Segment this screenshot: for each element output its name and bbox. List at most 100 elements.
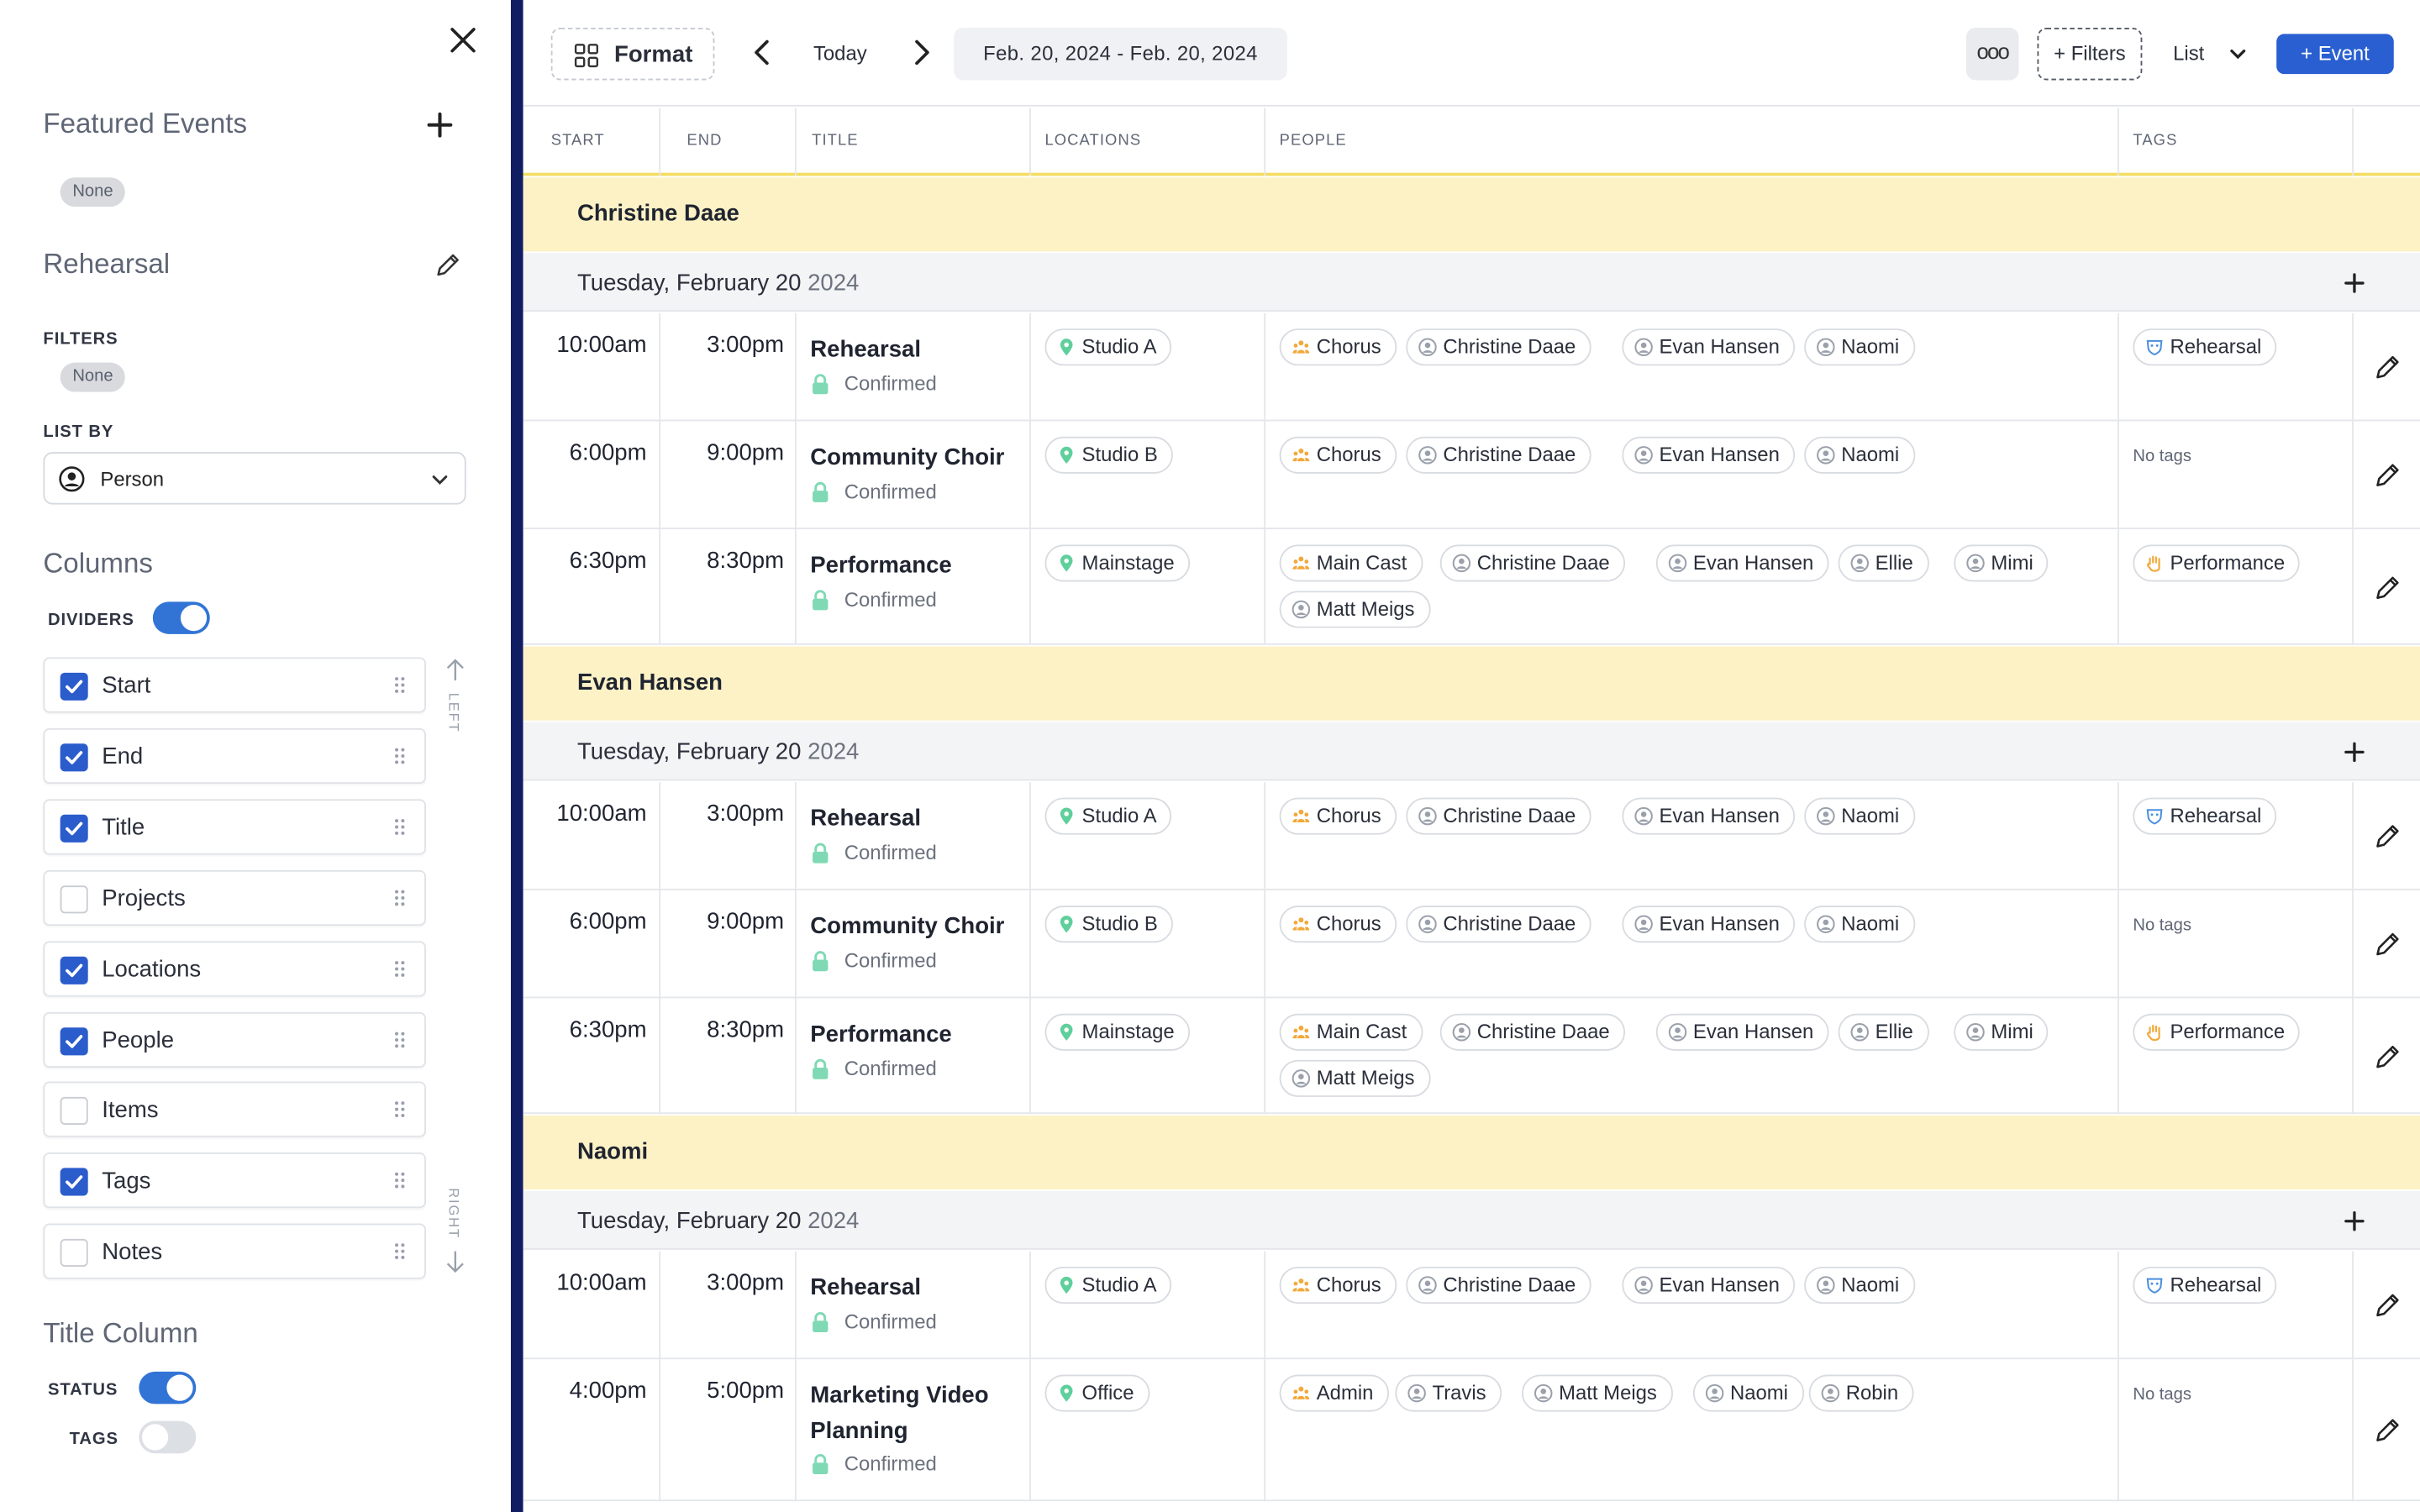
checkbox-checked[interactable]	[60, 1027, 88, 1056]
add-event-icon[interactable]	[2344, 742, 2365, 763]
tag-chip[interactable]: Performance	[2133, 1013, 2301, 1051]
person-chip[interactable]: Robin	[1808, 1374, 1914, 1412]
format-button[interactable]: Format	[550, 28, 715, 81]
event-title[interactable]: Rehearsal	[810, 336, 922, 363]
add-featured-event-icon[interactable]	[426, 111, 454, 139]
table-row[interactable]: 10:00am 3:00pm Rehearsal Confirmed Studio A C…	[523, 1251, 2420, 1360]
checkbox-checked[interactable]	[60, 956, 88, 984]
add-event-icon[interactable]	[2344, 273, 2365, 293]
tag-chip[interactable]: Rehearsal	[2133, 1266, 2277, 1305]
person-chip[interactable]: Mimi	[1954, 544, 2049, 582]
edit-event-icon[interactable]	[2374, 574, 2402, 601]
drag-handle-icon[interactable]	[393, 1171, 406, 1189]
person-chip[interactable]: Naomi	[1804, 797, 1915, 835]
location-chip[interactable]: Studio B	[1044, 906, 1174, 943]
column-option-notes[interactable]: Notes	[43, 1223, 426, 1279]
person-chip[interactable]: Christine Daae	[1406, 797, 1591, 835]
drag-handle-icon[interactable]	[393, 675, 406, 694]
drag-handle-icon[interactable]	[393, 889, 406, 907]
person-chip[interactable]: Evan Hansen	[1622, 1266, 1796, 1305]
location-chip[interactable]: Office	[1044, 1374, 1150, 1412]
edit-view-name-icon[interactable]	[434, 251, 461, 279]
person-chip[interactable]: Evan Hansen	[1622, 797, 1796, 835]
edit-event-icon[interactable]	[2374, 1291, 2402, 1319]
location-chip[interactable]: Mainstage	[1044, 544, 1191, 582]
column-option-items[interactable]: Items	[43, 1081, 426, 1137]
checkbox-unchecked[interactable]	[60, 885, 88, 914]
table-row[interactable]: 10:00am 3:00pm Rehearsal Confirmed Studio A C…	[523, 782, 2420, 890]
column-option-people[interactable]: People	[43, 1011, 426, 1068]
table-row[interactable]: 6:00pm 9:00pm Community Choir Confirmed Stud…	[523, 421, 2420, 530]
edit-event-icon[interactable]	[2374, 461, 2402, 489]
person-chip[interactable]: Ellie	[1838, 544, 1929, 582]
list-by-select[interactable]: Person	[43, 452, 466, 505]
group-chip[interactable]: Chorus	[1279, 436, 1397, 474]
group-chip[interactable]: Chorus	[1279, 906, 1397, 943]
person-chip[interactable]: Naomi	[1692, 1374, 1804, 1412]
group-chip[interactable]: Main Cast	[1279, 1013, 1423, 1051]
person-chip[interactable]: Christine Daae	[1406, 328, 1591, 366]
dividers-toggle[interactable]	[152, 601, 210, 634]
person-chip[interactable]: Evan Hansen	[1622, 906, 1796, 943]
table-row[interactable]: 6:00pm 9:00pm Community Choir Confirmed Stud…	[523, 890, 2420, 999]
person-chip[interactable]: Matt Meigs	[1279, 1059, 1430, 1097]
location-chip[interactable]: Studio A	[1044, 797, 1172, 835]
column-option-end[interactable]: End	[43, 727, 426, 785]
person-chip[interactable]: Christine Daae	[1406, 1266, 1591, 1305]
column-header-people[interactable]: PEOPLE	[1279, 132, 1347, 150]
group-chip[interactable]: Admin	[1279, 1374, 1389, 1412]
column-header-tags[interactable]: TAGS	[2133, 132, 2178, 150]
event-title[interactable]: Performance	[810, 1021, 952, 1048]
person-chip[interactable]: Evan Hansen	[1655, 544, 1829, 582]
person-chip[interactable]: Naomi	[1804, 436, 1915, 474]
chevron-left-icon[interactable]	[750, 39, 775, 66]
person-chip[interactable]: Christine Daae	[1439, 1013, 1626, 1051]
person-chip[interactable]: Evan Hansen	[1622, 436, 1796, 474]
event-title[interactable]: Marketing Video Planning	[810, 1382, 989, 1445]
person-chip[interactable]: Matt Meigs	[1522, 1374, 1673, 1412]
tag-chip[interactable]: Rehearsal	[2133, 328, 2277, 366]
date-range-button[interactable]: Feb. 20, 2024 - Feb. 20, 2024	[954, 28, 1287, 81]
checkbox-unchecked[interactable]	[60, 1096, 88, 1125]
column-header-locations[interactable]: LOCATIONS	[1044, 132, 1142, 150]
person-chip[interactable]: Naomi	[1804, 906, 1915, 943]
checkbox-checked[interactable]	[60, 1168, 88, 1196]
location-chip[interactable]: Studio A	[1044, 328, 1172, 366]
event-title[interactable]: Rehearsal	[810, 1274, 922, 1301]
edit-event-icon[interactable]	[2374, 1043, 2402, 1071]
person-chip[interactable]: Christine Daae	[1406, 906, 1591, 943]
event-title[interactable]: Performance	[810, 552, 952, 579]
drag-handle-icon[interactable]	[393, 817, 406, 836]
view-mode-dropdown[interactable]: List	[2173, 42, 2246, 65]
column-option-locations[interactable]: Locations	[43, 941, 426, 997]
tag-chip[interactable]: Rehearsal	[2133, 797, 2277, 835]
column-option-projects[interactable]: Projects	[43, 869, 426, 927]
close-icon[interactable]	[445, 22, 481, 59]
event-title[interactable]: Community Choir	[810, 913, 1005, 940]
more-options-button[interactable]: ooo	[1966, 28, 2019, 81]
add-event-icon[interactable]	[2344, 1211, 2365, 1231]
group-chip[interactable]: Chorus	[1279, 797, 1397, 835]
column-option-title[interactable]: Title	[43, 799, 426, 855]
person-chip[interactable]: Travis	[1395, 1374, 1502, 1412]
chevron-right-icon[interactable]	[909, 39, 934, 66]
drag-handle-icon[interactable]	[393, 1242, 406, 1261]
column-option-start[interactable]: Start	[43, 657, 426, 713]
column-option-tags[interactable]: Tags	[43, 1152, 426, 1209]
table-row[interactable]: 6:30pm 8:30pm Performance Confirmed Mainstag…	[523, 998, 2420, 1115]
today-button[interactable]: Today	[813, 41, 867, 66]
table-row[interactable]: 4:00pm 5:00pm Marketing Video Planning Conf…	[523, 1359, 2420, 1502]
location-chip[interactable]: Studio B	[1044, 436, 1174, 474]
column-header-title[interactable]: TITLE	[812, 132, 859, 150]
person-chip[interactable]: Christine Daae	[1406, 436, 1591, 474]
table-row[interactable]: 6:30pm 8:30pm Performance Confirmed Mainstag…	[523, 529, 2420, 645]
status-toggle[interactable]	[139, 1371, 197, 1404]
person-chip[interactable]: Evan Hansen	[1622, 328, 1796, 366]
checkbox-unchecked[interactable]	[60, 1238, 88, 1267]
group-chip[interactable]: Chorus	[1279, 328, 1397, 366]
edit-event-icon[interactable]	[2374, 931, 2402, 958]
drag-handle-icon[interactable]	[393, 1100, 406, 1119]
tags-toggle[interactable]	[139, 1420, 197, 1454]
table-row[interactable]: 10:00am 3:00pm Rehearsal Confirmed Studio A C…	[523, 312, 2420, 422]
edit-event-icon[interactable]	[2374, 822, 2402, 850]
